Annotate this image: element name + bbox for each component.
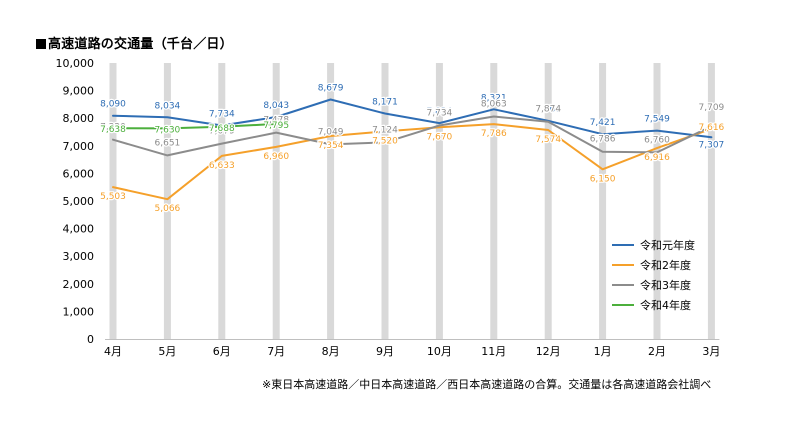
data-label: 7,638 <box>100 125 126 135</box>
legend-label: 令和4年度 <box>640 298 691 312</box>
legend-label: 令和2年度 <box>640 258 691 272</box>
data-label: 7,307 <box>699 140 725 150</box>
chart-title-text: 高速道路の交通量（千台／日） <box>48 37 233 52</box>
legend-label: 令和元年度 <box>640 238 695 252</box>
y-tick-label: 8,000 <box>63 112 95 125</box>
data-label: 7,478 <box>263 116 289 126</box>
data-label: 7,549 <box>644 115 670 125</box>
data-labels: 8,090 8,034 7,734 8,043 8,679 8,171 7,824 8,321… <box>99 82 726 215</box>
data-label: 7,520 <box>372 136 398 146</box>
data-label: 6,916 <box>644 153 670 163</box>
x-tick-label: 1月 <box>594 345 612 358</box>
series-line-3 <box>112 115 713 157</box>
data-label: 7,574 <box>535 135 561 145</box>
column-band <box>163 63 171 339</box>
x-tick-label: 4月 <box>104 345 122 358</box>
data-label: 7,124 <box>372 125 398 135</box>
legend-label: 令和3年度 <box>640 278 691 292</box>
data-label: 7,688 <box>209 124 235 134</box>
data-label: 7,354 <box>318 141 344 151</box>
data-label: 8,063 <box>481 99 507 109</box>
x-tick-label: 11月 <box>481 345 506 358</box>
x-tick-label: 10月 <box>427 345 452 358</box>
data-label: 7,049 <box>318 127 344 137</box>
data-label: 6,960 <box>263 152 289 162</box>
series-line-2 <box>112 123 713 201</box>
column-bands <box>109 63 715 339</box>
column-band <box>653 63 661 339</box>
column-band <box>707 63 715 339</box>
data-label: 6,760 <box>644 135 670 145</box>
data-label: 7,421 <box>590 118 616 128</box>
column-band <box>599 63 607 339</box>
data-label: 8,043 <box>263 101 289 111</box>
data-label: 7,630 <box>155 125 181 135</box>
footnote: ※東日本高速道路／中日本高速道路／西日本高速道路の合算。交通量は各高速道路会社調… <box>262 378 712 391</box>
x-tick-label: 3月 <box>702 345 720 358</box>
title-square-icon <box>36 39 46 49</box>
data-label: 7,079 <box>209 127 235 137</box>
y-tick-label: 4,000 <box>63 223 95 236</box>
y-tick-label: 1,000 <box>63 305 95 318</box>
column-band <box>272 63 280 339</box>
x-tick-label: 8月 <box>322 345 340 358</box>
x-tick-label: 9月 <box>376 345 394 358</box>
y-tick-label: 6,000 <box>63 167 95 180</box>
column-band <box>381 63 389 339</box>
column-band <box>544 63 552 339</box>
series-line-1 <box>112 98 713 139</box>
x-tick-label: 7月 <box>267 345 285 358</box>
data-label: 6,786 <box>590 135 616 145</box>
x-axis: 4月 5月 6月 7月 8月 9月 10月 11月 12月 1月 2月 3月 <box>104 339 720 358</box>
y-tick-label: 7,000 <box>63 140 95 153</box>
column-band <box>435 63 443 339</box>
data-label: 8,171 <box>372 97 398 107</box>
data-label: 7,670 <box>427 132 453 142</box>
y-tick-label: 10,000 <box>56 57 95 70</box>
data-label: 6,651 <box>155 138 181 148</box>
column-band <box>218 63 226 339</box>
column-band <box>327 63 335 339</box>
y-tick-label: 0 <box>87 333 94 346</box>
series-line-4 <box>112 122 278 130</box>
y-tick-label: 2,000 <box>63 278 95 291</box>
series-lines <box>112 98 713 201</box>
data-label: 8,321 <box>481 93 507 103</box>
data-label: 7,824 <box>427 107 453 117</box>
x-tick-label: 5月 <box>158 345 176 358</box>
chart-title: 高速道路の交通量（千台／日） <box>36 33 233 52</box>
column-band <box>109 63 117 339</box>
x-tick-label: 12月 <box>536 345 561 358</box>
y-axis: 0 1,000 2,000 3,000 4,000 5,000 6,000 7,000 8,00… <box>56 57 95 346</box>
column-band <box>490 63 498 339</box>
data-label: 5,503 <box>100 192 126 202</box>
data-label: 7,734 <box>427 109 453 119</box>
data-label: 7,616 <box>699 123 725 133</box>
x-tick-label: 6月 <box>213 345 231 358</box>
data-label: 8,679 <box>318 83 344 93</box>
y-tick-label: 3,000 <box>63 250 95 263</box>
data-label: 6,633 <box>209 161 235 171</box>
data-label: 7,220 <box>100 123 126 133</box>
data-label: 7,734 <box>209 110 235 120</box>
data-label: 7,709 <box>699 103 725 113</box>
data-label: 8,034 <box>155 101 181 111</box>
data-label: 7,906 <box>535 105 561 115</box>
data-label: 6,150 <box>590 174 616 184</box>
data-label: 7,874 <box>535 105 561 115</box>
data-label: 7,795 <box>263 121 289 131</box>
y-tick-label: 9,000 <box>63 85 95 98</box>
data-label: 5,066 <box>155 204 181 214</box>
data-label: 8,090 <box>100 100 126 110</box>
y-tick-label: 5,000 <box>63 195 95 208</box>
x-tick-label: 2月 <box>648 345 666 358</box>
data-label: 7,786 <box>481 129 507 139</box>
